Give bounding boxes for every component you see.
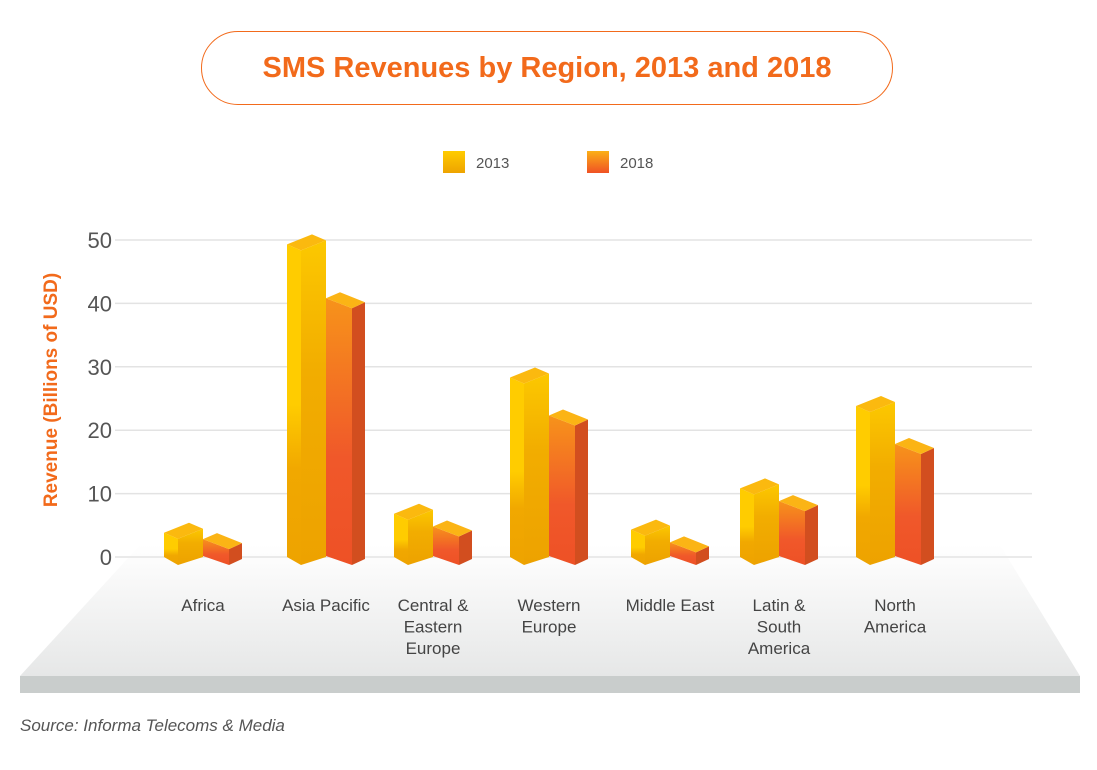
bar-2018-top xyxy=(326,292,365,309)
bar-2013-top xyxy=(510,367,549,384)
x-tick-label: America xyxy=(748,639,811,658)
bar-2018-side xyxy=(352,302,365,565)
bar-2013-side xyxy=(164,532,178,565)
bar-2018-front xyxy=(433,526,459,565)
bar-2013-side xyxy=(510,377,524,565)
bar-2018-top xyxy=(549,409,588,426)
bar-2013-side xyxy=(287,244,301,565)
bar-2013-side xyxy=(856,406,870,565)
bar-2013-top xyxy=(394,503,433,520)
bar-2013-top xyxy=(287,234,326,251)
x-tick-label: Asia Pacific xyxy=(282,596,370,615)
legend-swatch-2013 xyxy=(443,151,465,173)
bar-2018-top xyxy=(433,520,472,537)
bar-2018-side xyxy=(575,419,588,565)
bar-2013-front xyxy=(754,484,779,565)
x-tick-label: South xyxy=(757,618,801,637)
y-tick-label: 50 xyxy=(88,228,112,253)
bar-2018-side xyxy=(229,543,242,565)
x-tick-label: North xyxy=(874,596,916,615)
bar-2018-front xyxy=(670,542,696,565)
bar-2018-front xyxy=(549,415,575,565)
bar-2018-top xyxy=(895,438,934,455)
bar-2018-front xyxy=(203,539,229,565)
y-tick-label: 40 xyxy=(88,291,112,316)
bar-2013-top xyxy=(164,522,203,539)
bar-2018-side xyxy=(805,505,818,565)
bar-2013-front xyxy=(524,373,549,565)
y-tick-label: 0 xyxy=(100,545,112,570)
x-tick-label: Eastern xyxy=(404,618,463,637)
bar-2013-front xyxy=(301,240,326,565)
y-tick-label: 20 xyxy=(88,418,112,443)
y-tick-label: 30 xyxy=(88,355,112,380)
bar-2018-front xyxy=(326,298,352,565)
bar-2018-top xyxy=(670,536,709,553)
bar-2018-top xyxy=(203,533,242,550)
legend-label-2018: 2018 xyxy=(620,155,653,172)
bar-2013-front xyxy=(408,509,433,565)
x-tick-label: America xyxy=(864,618,927,637)
bar-2013-top xyxy=(740,478,779,495)
legend-label-2013: 2013 xyxy=(476,155,509,172)
chart-title: SMS Revenues by Region, 2013 and 2018 xyxy=(201,31,893,105)
floor-edge xyxy=(20,676,1080,693)
x-tick-label: Western xyxy=(518,596,581,615)
x-tick-label: Latin & xyxy=(753,596,807,615)
bar-2013-top xyxy=(631,519,670,536)
bar-2013-side xyxy=(631,529,645,565)
bar-2013-front xyxy=(645,525,670,565)
bar-2018-side xyxy=(459,530,472,565)
y-axis-label: Revenue (Billions of USD) xyxy=(41,273,62,507)
bar-2018-top xyxy=(779,495,818,512)
legend-swatch-2018 xyxy=(587,151,609,173)
bar-2013-front xyxy=(178,528,203,565)
x-tick-label: Africa xyxy=(181,596,225,615)
bar-2013-side xyxy=(740,488,754,565)
bar-2013-side xyxy=(394,513,408,565)
bar-2013-top xyxy=(856,396,895,413)
x-tick-label: Europe xyxy=(522,618,577,637)
y-tick-label: 10 xyxy=(88,482,112,507)
x-tick-label: Europe xyxy=(406,639,461,658)
bar-2018-front xyxy=(895,444,921,565)
bar-2013-front xyxy=(870,402,895,565)
bar-2018-front xyxy=(779,501,805,565)
bar-2018-side xyxy=(921,448,934,565)
x-tick-label: Middle East xyxy=(626,596,715,615)
x-tick-label: Central & xyxy=(398,596,470,615)
source-note: Source: Informa Telecoms & Media xyxy=(20,716,285,735)
bar-2018-side xyxy=(696,546,709,565)
floor-plane xyxy=(20,545,1080,676)
